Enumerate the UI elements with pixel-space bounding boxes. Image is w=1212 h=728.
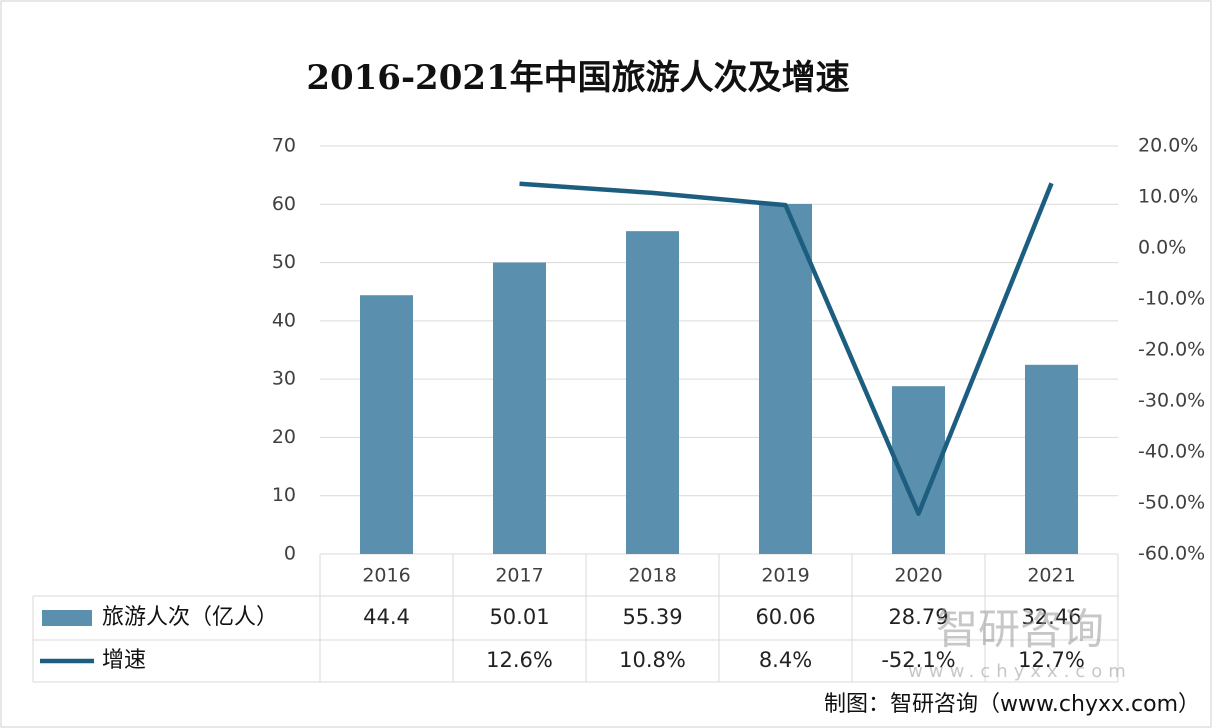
table-value: 32.46 [1021, 605, 1081, 629]
x-tick-label: 2018 [628, 565, 676, 587]
y-tick-label: 50 [272, 251, 296, 273]
table-value: 44.4 [363, 605, 410, 629]
y-tick-label: 40 [272, 309, 296, 331]
table-value: 28.79 [888, 605, 948, 629]
y2-tick-label: -30.0% [1138, 390, 1205, 412]
source: 制图：智研咨询（www.chyxx.com） [824, 692, 1200, 717]
table-value: 55.39 [622, 605, 682, 629]
table-value: -52.1% [881, 648, 955, 672]
y2-tick-label: -50.0% [1138, 492, 1205, 514]
y2-tick-label: -60.0% [1138, 543, 1205, 565]
y-tick-label: 30 [272, 368, 296, 390]
watermark: 智研咨询 [936, 605, 1104, 654]
y-tick-label: 60 [272, 193, 296, 215]
bar [626, 231, 679, 554]
table-value: 8.4% [759, 648, 812, 672]
y2-tick-label: 20.0% [1138, 135, 1198, 157]
y-tick-label: 70 [272, 135, 296, 157]
bar [493, 262, 546, 554]
y2-tick-label: 0.0% [1138, 237, 1186, 259]
y2-tick-label: -20.0% [1138, 339, 1205, 361]
table-value: 60.06 [755, 605, 815, 629]
chart-title: 2016-2021年中国旅游人次及增速 [306, 58, 849, 98]
legend-swatch [42, 610, 92, 626]
y2-tick-label: 10.0% [1138, 186, 1198, 208]
y-tick-label: 0 [284, 543, 296, 565]
table-value: 12.6% [486, 648, 553, 672]
x-tick-label: 2020 [894, 565, 942, 587]
x-tick-label: 2017 [495, 565, 543, 587]
y2-tick-label: -40.0% [1138, 441, 1205, 463]
watermark-url: www.chyxx.com [908, 661, 1132, 682]
legend-label: 旅游人次（亿人） [102, 605, 278, 630]
table-value: 12.7% [1018, 648, 1085, 672]
x-tick-label: 2016 [362, 565, 410, 587]
table-value: 10.8% [619, 648, 686, 672]
table-value: 50.01 [489, 605, 549, 629]
y-tick-label: 10 [272, 484, 296, 506]
legend-label: 增速 [102, 648, 146, 673]
x-tick-label: 2021 [1027, 565, 1075, 587]
y-tick-label: 20 [272, 426, 296, 448]
bar [1025, 364, 1078, 554]
y2-tick-label: -10.0% [1138, 288, 1205, 310]
x-tick-label: 2019 [761, 565, 809, 587]
bar [759, 203, 812, 554]
bar [360, 295, 413, 554]
line [519, 181, 1054, 516]
